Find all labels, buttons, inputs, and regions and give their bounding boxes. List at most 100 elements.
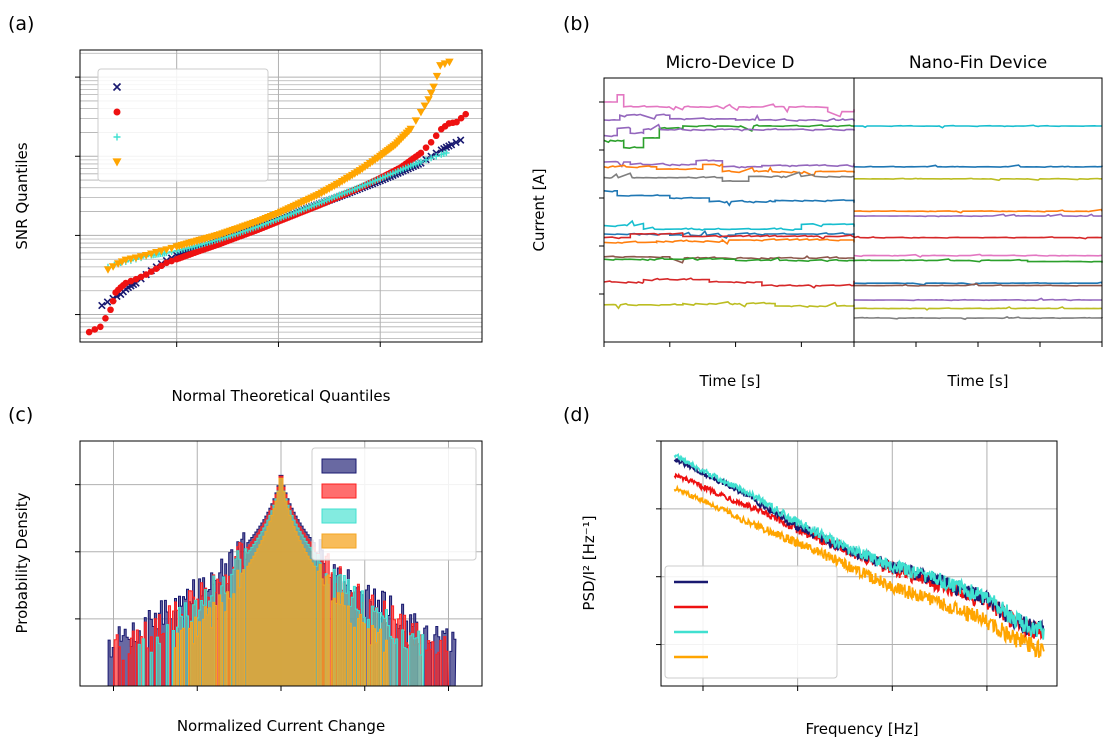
chart-a-xlabel: Normal Theoretical Quantiles <box>172 387 391 405</box>
chart-a-frame <box>79 49 483 343</box>
a-point <box>98 301 106 310</box>
b-trace <box>853 253 1102 258</box>
a-legend-marker <box>113 133 121 141</box>
b-trace <box>603 219 855 232</box>
a-point <box>440 60 450 68</box>
chart-d-ticks <box>656 440 988 691</box>
chart-d-xlabel: Frequency [Hz] <box>805 720 918 738</box>
a-point <box>424 96 433 104</box>
chart-c-marks <box>106 474 457 687</box>
a-point <box>137 273 145 281</box>
c-legend-box <box>311 447 477 561</box>
a-point <box>158 262 165 270</box>
c-legend-swatch <box>321 483 357 499</box>
chart-b-right-title: Nano-Fin Device <box>909 53 1047 73</box>
a-point <box>147 268 155 275</box>
a-point <box>122 279 130 287</box>
b-trace <box>853 124 1102 129</box>
c-legend-swatch <box>321 533 357 549</box>
chart-b-ylabel: Current [A] <box>530 168 548 251</box>
a-point <box>163 259 170 267</box>
d-line-3 <box>673 484 1045 658</box>
b-trace <box>603 257 855 263</box>
a-legend-marker <box>113 108 121 116</box>
a-legend-box <box>97 68 269 182</box>
b-trace <box>854 177 1102 182</box>
chart-a-ylabel: SNR Quantiles <box>13 142 31 249</box>
a-point <box>97 323 104 331</box>
b-trace <box>603 171 854 183</box>
a-point <box>141 251 151 260</box>
a-point <box>147 250 156 259</box>
chart-b-right-frame <box>853 77 1103 343</box>
b-trace <box>603 238 855 246</box>
a-point <box>432 72 442 81</box>
a-point <box>167 244 176 253</box>
b-trace <box>853 283 1102 287</box>
a-point <box>103 266 113 274</box>
chart-a-snr-qq: Normal Theoretical Quantiles SNR Quantil… <box>13 49 483 405</box>
a-point <box>457 114 465 122</box>
b-trace <box>853 208 1103 214</box>
a-point <box>427 139 435 146</box>
c-legend-swatch <box>321 458 357 474</box>
a-point <box>153 265 160 272</box>
a-point <box>91 326 99 333</box>
a-point <box>168 257 175 265</box>
b-trace <box>603 277 855 289</box>
chart-d-marks <box>673 452 1045 658</box>
a-point <box>447 140 456 149</box>
a-point <box>453 118 460 126</box>
a-point <box>417 149 425 157</box>
b-trace <box>853 164 1103 169</box>
a-point <box>422 144 430 151</box>
d-line-2 <box>673 452 1045 640</box>
a-legend-marker <box>112 82 122 92</box>
chart-d-ylabel: PSD/I² [Hz⁻¹] <box>580 515 598 610</box>
b-trace <box>603 255 855 264</box>
a-point <box>436 62 445 70</box>
chart-c-histogram: Normalized Current Change Probability De… <box>13 440 483 735</box>
a-point <box>136 253 146 261</box>
chart-d-psd: Frequency [Hz] PSD/I² [Hz⁻¹] <box>580 440 1058 738</box>
b-trace <box>603 94 855 118</box>
chart-a-legend <box>97 68 269 182</box>
b-trace <box>853 281 1103 286</box>
a-point <box>452 138 460 147</box>
a-legend-marker <box>112 158 122 167</box>
a-point <box>127 277 135 285</box>
b-trace <box>603 124 855 150</box>
a-point <box>406 125 415 134</box>
a-point <box>109 297 117 305</box>
b-trace <box>603 113 855 122</box>
b-trace <box>853 213 1102 218</box>
b-trace <box>603 123 855 138</box>
chart-b-left-xlabel: Time [s] <box>699 372 761 390</box>
c-hist-3 <box>173 477 389 687</box>
panel-label-c: (c) <box>8 404 33 426</box>
a-point <box>420 102 429 111</box>
a-point <box>131 254 141 263</box>
chart-b-right-xlabel: Time [s] <box>947 372 1009 390</box>
a-point <box>85 328 93 336</box>
panel-label-b: (b) <box>563 13 590 35</box>
a-point <box>152 249 161 257</box>
a-point <box>427 154 435 162</box>
chart-a-ticks <box>75 76 381 347</box>
a-point <box>429 83 438 92</box>
chart-c-ylabel: Probability Density <box>13 492 31 633</box>
a-point <box>107 306 114 314</box>
b-trace <box>853 316 1103 321</box>
a-point <box>433 153 440 160</box>
d-legend-box <box>664 565 838 679</box>
a-point <box>416 108 426 117</box>
chart-b-current-traces: Micro-Device D Nano-Fin Device Time [s] … <box>530 53 1103 390</box>
c-legend-swatch <box>321 508 357 524</box>
b-trace <box>853 306 1102 311</box>
chart-d-frame <box>660 440 1058 687</box>
a-point <box>456 136 465 144</box>
b-trace <box>603 159 855 169</box>
panel-label-d: (d) <box>563 404 590 426</box>
a-point <box>417 158 425 166</box>
a-point <box>432 132 440 140</box>
